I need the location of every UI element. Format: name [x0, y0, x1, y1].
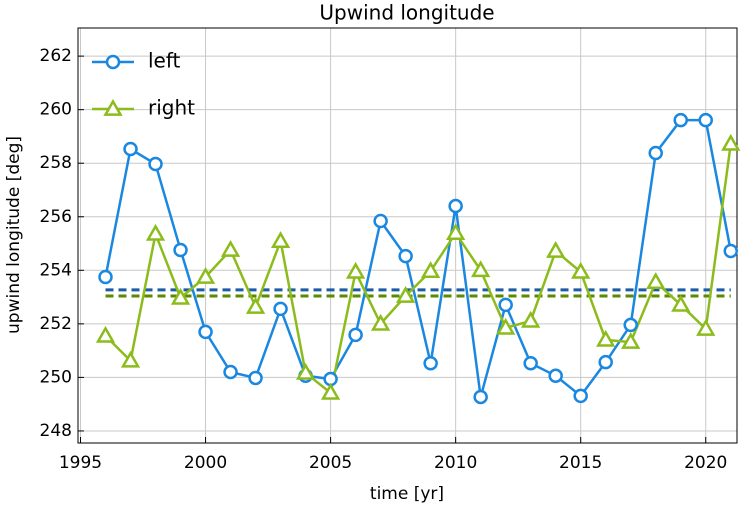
point: [673, 112, 688, 128]
point: [420, 261, 441, 278]
point: [470, 260, 491, 278]
point: [648, 145, 663, 161]
point: [423, 355, 438, 371]
point: [445, 223, 466, 240]
point: [223, 364, 238, 380]
x-tick-label: 2010: [434, 453, 477, 473]
x-axis-label: time [yr]: [370, 484, 444, 504]
point: [173, 242, 188, 258]
point: [548, 368, 563, 384]
point: [496, 317, 516, 335]
legend-text: left: [148, 49, 181, 73]
series-line: [104, 143, 732, 396]
point: [148, 156, 163, 172]
point: [498, 297, 513, 313]
point: [345, 261, 366, 279]
legend-marker: [103, 98, 123, 116]
point: [220, 239, 241, 257]
x-tick-label: 2005: [309, 453, 352, 473]
y-tick-label: 254: [40, 260, 72, 280]
point: [270, 231, 291, 248]
y-tick-label: 252: [40, 314, 72, 334]
point: [395, 285, 416, 303]
point: [448, 198, 463, 214]
x-tick-label: 1995: [59, 453, 102, 473]
point: [473, 389, 488, 405]
point: [646, 272, 666, 289]
point: [573, 388, 588, 404]
x-tick-label: 2000: [184, 453, 227, 473]
point: [348, 327, 363, 343]
point: [596, 329, 616, 347]
point: [723, 243, 738, 259]
point: [95, 325, 116, 343]
x-tick-label: 2020: [684, 453, 727, 473]
point: [696, 318, 716, 336]
point: [621, 332, 641, 349]
series-line: [104, 118, 732, 398]
point: [195, 266, 216, 284]
x-tick-label: 2015: [559, 453, 602, 473]
chart-title: Upwind longitude: [319, 1, 494, 25]
point: [721, 133, 741, 151]
point: [123, 141, 138, 157]
y-tick-label: 258: [40, 153, 72, 173]
point: [145, 223, 166, 241]
y-tick-label: 262: [40, 46, 72, 66]
point: [546, 241, 566, 258]
point: [521, 310, 541, 328]
point: [248, 370, 263, 386]
y-axis-label: upwind longitude [deg]: [4, 136, 24, 334]
point: [571, 261, 591, 279]
point: [198, 324, 213, 340]
point: [370, 313, 391, 331]
y-tick-label: 250: [40, 367, 72, 387]
plot-frame: [77, 27, 738, 444]
point: [671, 294, 691, 312]
legend-marker: [105, 54, 121, 70]
point: [295, 362, 316, 380]
point: [398, 248, 413, 264]
point: [245, 296, 266, 314]
point: [120, 350, 141, 368]
y-tick-label: 260: [40, 100, 72, 120]
y-tick-label: 248: [40, 421, 72, 441]
point: [698, 112, 713, 128]
point: [170, 287, 191, 305]
point: [598, 354, 613, 370]
point: [98, 269, 113, 285]
point: [623, 317, 638, 333]
point: [373, 213, 388, 229]
legend-text: right: [148, 96, 195, 120]
point: [523, 355, 538, 371]
y-tick-label: 256: [40, 207, 72, 227]
point: [320, 382, 341, 400]
point: [273, 301, 288, 317]
